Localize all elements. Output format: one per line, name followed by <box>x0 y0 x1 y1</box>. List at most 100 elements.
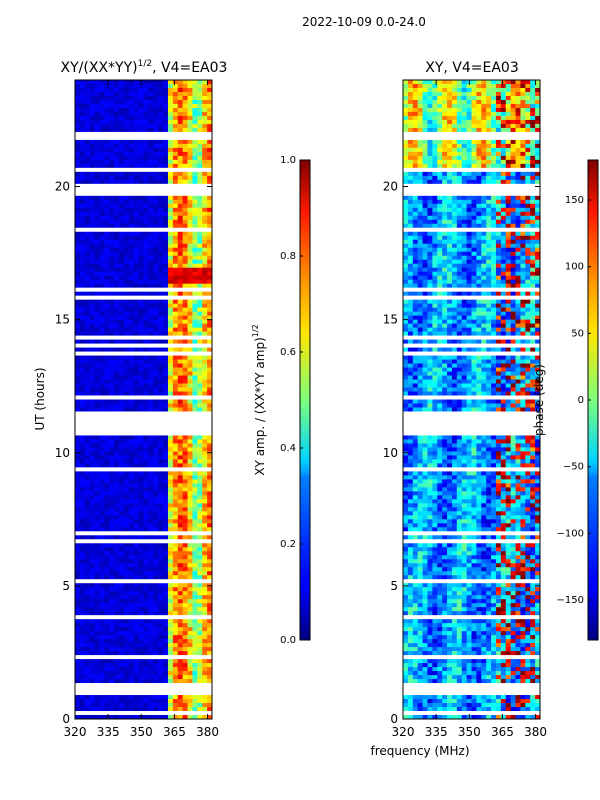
heatmap-cell <box>158 287 164 293</box>
heatmap-cell <box>207 687 213 692</box>
heatmap-cell <box>138 107 144 113</box>
heatmap-cell <box>89 343 95 348</box>
heatmap-cell <box>104 439 110 444</box>
heatmap-cell <box>153 131 159 137</box>
heatmap-cell <box>158 307 164 313</box>
heatmap-cell <box>187 635 193 640</box>
heatmap-cell <box>202 155 208 161</box>
heatmap-cell <box>114 159 120 165</box>
heatmap-cell <box>447 131 453 137</box>
heatmap-cell <box>172 695 179 700</box>
heatmap-cell <box>182 247 188 253</box>
heatmap-cell <box>119 235 125 241</box>
heatmap-cell <box>84 195 91 201</box>
heatmap-cell <box>202 243 208 249</box>
heatmap-cell <box>471 115 477 121</box>
heatmap-cell <box>187 563 193 568</box>
heatmap-cell <box>123 463 130 468</box>
heatmap-cell <box>109 619 115 624</box>
heatmap-cell <box>99 679 105 684</box>
heatmap-cell <box>89 691 95 696</box>
heatmap-cell <box>163 243 169 249</box>
heatmap-cell <box>515 123 521 129</box>
heatmap-cell <box>123 499 130 504</box>
heatmap-cell <box>123 375 130 380</box>
heatmap-cell <box>123 379 130 384</box>
heatmap-cell <box>143 255 149 261</box>
heatmap-cell <box>177 687 184 692</box>
heatmap-cell <box>89 159 95 165</box>
heatmap-cell <box>187 227 193 233</box>
heatmap-cell <box>182 583 188 588</box>
heatmap-cell <box>133 619 139 624</box>
heatmap-cell <box>94 291 100 297</box>
heatmap-cell <box>427 135 433 141</box>
heatmap-cell <box>427 95 433 101</box>
heatmap-cell <box>187 535 193 540</box>
heatmap-cell <box>197 603 203 608</box>
heatmap-cell <box>138 263 144 269</box>
heatmap-cell <box>114 235 120 241</box>
heatmap-cell <box>530 99 536 105</box>
heatmap-cell <box>133 275 139 281</box>
heatmap-cell <box>192 695 198 700</box>
heatmap-cell <box>158 271 164 277</box>
heatmap-cell <box>148 203 154 209</box>
heatmap-cell <box>202 247 208 253</box>
heatmap-cell <box>94 163 100 169</box>
heatmap-cell <box>153 99 159 105</box>
heatmap-cell <box>412 80 419 85</box>
heatmap-cell <box>182 671 188 676</box>
heatmap-cell <box>202 211 208 217</box>
heatmap-cell <box>133 559 139 564</box>
heatmap-cell <box>143 135 149 141</box>
heatmap-cell <box>114 715 120 720</box>
heatmap-cell <box>114 615 120 620</box>
heatmap-cell <box>114 491 120 496</box>
heatmap-cell <box>163 119 169 125</box>
heatmap-cell <box>192 295 198 301</box>
heatmap-cell <box>207 351 213 356</box>
heatmap-cell <box>99 295 105 301</box>
heatmap-cell <box>79 391 86 396</box>
heatmap-cell <box>187 199 193 205</box>
heatmap-cell <box>133 455 139 460</box>
heatmap-cell <box>403 139 409 145</box>
heatmap-cell <box>207 647 213 652</box>
heatmap-cell <box>123 271 130 277</box>
heatmap-cell <box>79 435 86 440</box>
heatmap-cell <box>163 611 169 616</box>
heatmap-cell <box>148 703 154 708</box>
heatmap-cell <box>148 639 154 644</box>
heatmap-cell <box>109 363 115 368</box>
heatmap-cell <box>163 459 169 464</box>
heatmap-cell <box>104 95 110 101</box>
heatmap-cell <box>138 379 144 384</box>
heatmap-cell <box>167 635 174 640</box>
heatmap-cell <box>119 267 125 273</box>
heatmap-cell <box>104 711 110 716</box>
heatmap-cell <box>94 259 100 265</box>
heatmap-cell <box>104 219 110 225</box>
heatmap-cell <box>412 99 419 105</box>
heatmap-cell <box>84 431 91 436</box>
heatmap-cell <box>466 119 472 125</box>
heatmap-cell <box>182 231 188 237</box>
heatmap-cell <box>75 359 81 364</box>
heatmap-cell <box>182 415 188 420</box>
heatmap-cell <box>207 159 213 165</box>
heatmap-cell <box>138 247 144 253</box>
heatmap-cell <box>94 299 100 305</box>
heatmap-cell <box>163 275 169 281</box>
heatmap-cell <box>143 683 149 688</box>
heatmap-cell <box>167 147 174 153</box>
heatmap-cell <box>148 503 154 508</box>
heatmap-cell <box>197 143 203 149</box>
heatmap-cell <box>75 643 81 648</box>
heatmap-cell <box>128 659 135 664</box>
heatmap-cell <box>128 295 135 301</box>
heatmap-cell <box>104 99 110 105</box>
heatmap-cell <box>172 135 179 141</box>
heatmap-cell <box>163 215 169 221</box>
heatmap-cell <box>202 715 208 720</box>
